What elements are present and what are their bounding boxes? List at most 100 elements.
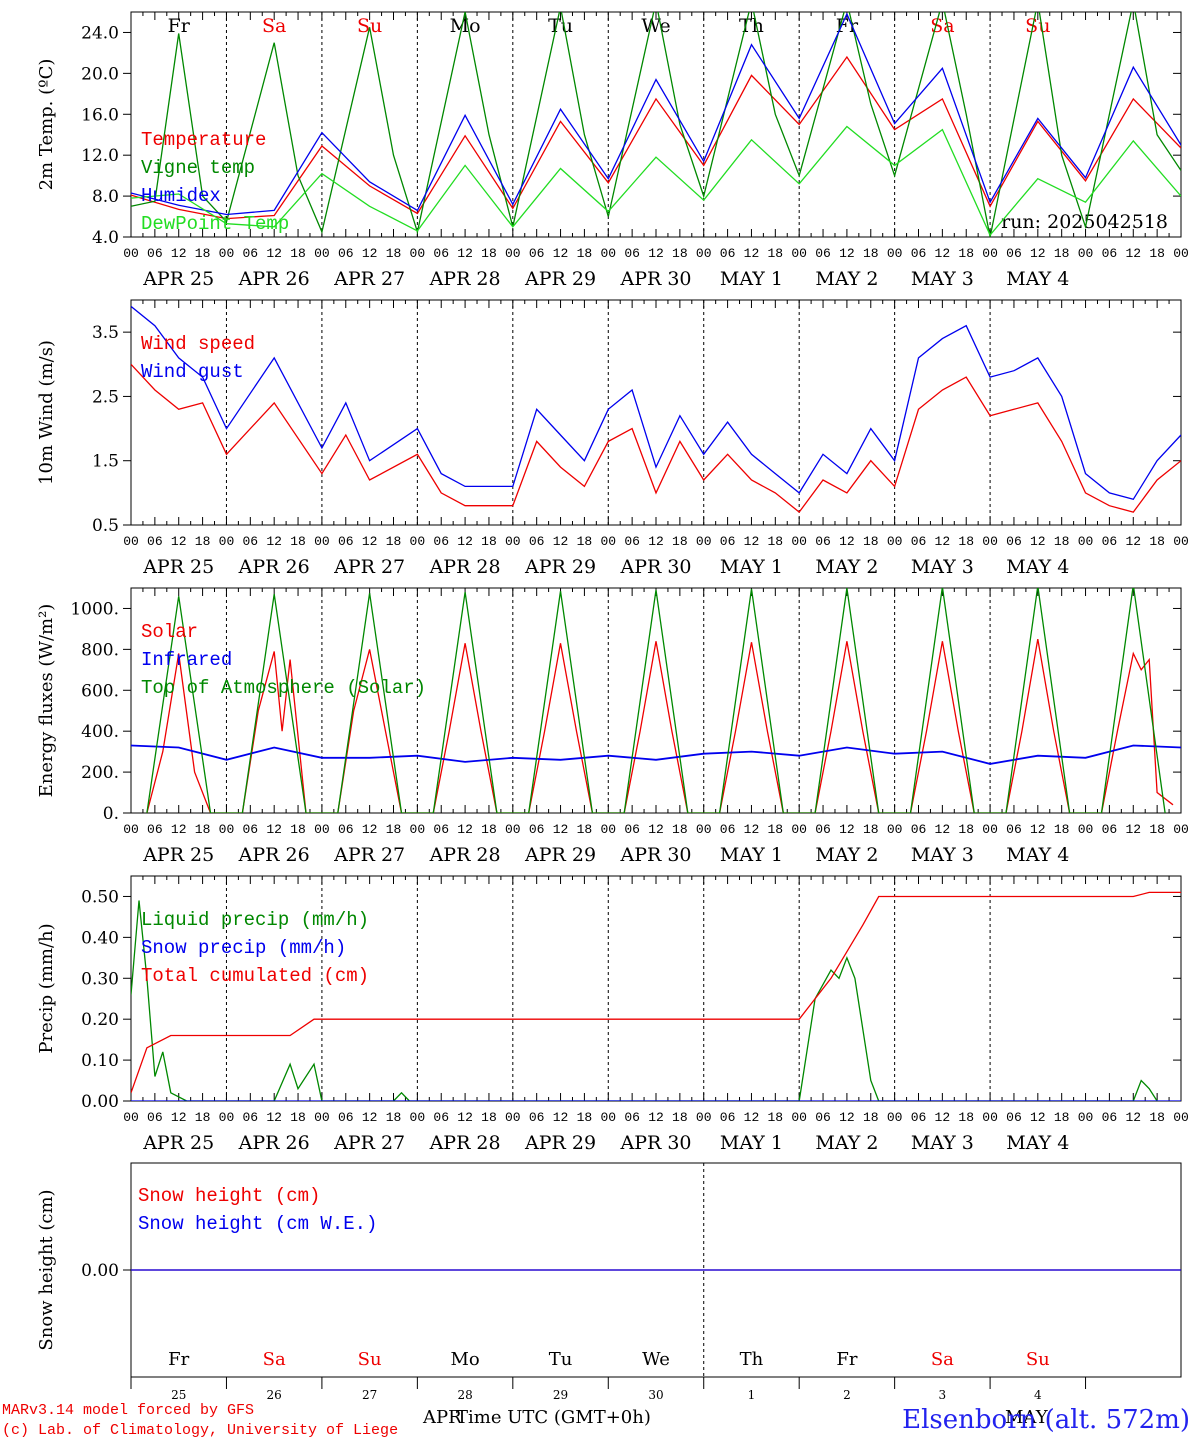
x-tick-label: 12 <box>266 822 282 837</box>
x-tick-label: 18 <box>577 822 593 837</box>
x-tick-label: 12 <box>553 246 569 261</box>
x-tick-label: 12 <box>553 822 569 837</box>
x-tick-label: 18 <box>1054 534 1070 549</box>
x-tick-label: 12 <box>266 1110 282 1125</box>
x-tick-label: 12 <box>1125 534 1141 549</box>
x-tick-label: 18 <box>672 534 688 549</box>
x-tick-label: 06 <box>815 822 831 837</box>
x-tick-label: 00 <box>505 1110 521 1125</box>
x-tick-label: 00 <box>1078 534 1094 549</box>
x-tick-label: 06 <box>1102 1110 1118 1125</box>
series-line-temperature <box>131 55 1181 220</box>
x-tick-label: 00 <box>696 246 712 261</box>
x-tick-label: 12 <box>171 246 187 261</box>
legend-entry: Total cumulated (cm) <box>141 965 369 987</box>
x-tick-label: 12 <box>839 246 855 261</box>
x-tick-label: 00 <box>1078 246 1094 261</box>
y-axis-title: Precip (mm/h) <box>36 923 57 1053</box>
x-tick-label: 00 <box>887 534 903 549</box>
x-tick-label: 12 <box>171 534 187 549</box>
x-tick-label: 06 <box>338 534 354 549</box>
y-tick-label: 2.5 <box>92 387 119 407</box>
x-tick-label: 12 <box>839 534 855 549</box>
x-tick-label: 06 <box>911 1110 927 1125</box>
y-tick-label: 0.5 <box>92 516 119 536</box>
x-tick-label: 18 <box>863 822 879 837</box>
x-tick-label: 06 <box>911 822 927 837</box>
x-tick-label: 18 <box>290 246 306 261</box>
x-tick-label: 06 <box>243 534 259 549</box>
month-label-may: MAY <box>1005 1407 1049 1428</box>
x-tick-label: 12 <box>171 1110 187 1125</box>
x-tick-label: 18 <box>290 822 306 837</box>
y-tick-label: 0.20 <box>81 1010 119 1030</box>
x-tick-label: 18 <box>1149 534 1165 549</box>
x-tick-label: 12 <box>457 246 473 261</box>
x-tick-label: 18 <box>290 534 306 549</box>
y-tick-label: 20.0 <box>81 64 119 84</box>
x-tick-label: 18 <box>1149 246 1165 261</box>
y-tick-label: 0.00 <box>81 1092 119 1112</box>
x-tick-label: 12 <box>744 1110 760 1125</box>
day-name-label: Su <box>1025 15 1050 37</box>
x-tick-label: 18 <box>958 822 974 837</box>
x-tick-label: 12 <box>839 822 855 837</box>
x-tick-label: 18 <box>672 246 688 261</box>
x-tick-label: 12 <box>744 822 760 837</box>
date-label: APR 29 <box>524 556 596 578</box>
day-number-label: 28 <box>457 1388 472 1402</box>
date-label: MAY 2 <box>815 556 878 578</box>
y-axis-title: Snow height (cm) <box>36 1189 57 1350</box>
x-tick-label: 00 <box>410 1110 426 1125</box>
x-tick-label: 06 <box>338 246 354 261</box>
x-tick-label: 18 <box>1149 1110 1165 1125</box>
x-tick-label: 06 <box>1006 534 1022 549</box>
day-number-label: 1 <box>748 1388 756 1402</box>
x-tick-label: 00 <box>696 1110 712 1125</box>
series-line-total-cumulated-cm- <box>131 891 1181 1094</box>
x-tick-label: 06 <box>815 534 831 549</box>
x-tick-label: 18 <box>481 246 497 261</box>
date-label: MAY 1 <box>720 844 783 866</box>
x-tick-label: 18 <box>1149 822 1165 837</box>
y-tick-label: 0. <box>103 804 119 824</box>
x-tick-label: 12 <box>362 534 378 549</box>
x-tick-label: 12 <box>553 534 569 549</box>
x-tick-label: 00 <box>410 822 426 837</box>
legend-entry: Snow height (cm) <box>138 1185 320 1207</box>
x-tick-label: 00 <box>505 246 521 261</box>
x-tick-label: 06 <box>243 822 259 837</box>
y-tick-label: 24.0 <box>81 23 119 43</box>
y-tick-label: 1000. <box>70 599 119 619</box>
y-tick-label: 0.40 <box>81 928 119 948</box>
date-label: MAY 4 <box>1006 268 1069 290</box>
date-label: APR 26 <box>238 844 310 866</box>
y-tick-label: 400. <box>81 722 119 742</box>
date-label: APR 25 <box>142 844 214 866</box>
x-tick-label: 12 <box>1125 822 1141 837</box>
x-tick-label: 00 <box>314 246 330 261</box>
day-name-label: Tu <box>549 1349 573 1370</box>
day-name-label: Su <box>358 1349 382 1370</box>
series-line-solar <box>146 638 1174 813</box>
x-tick-label: 06 <box>720 822 736 837</box>
day-name-label: Th <box>739 15 764 37</box>
x-tick-label: 00 <box>123 822 139 837</box>
meteogram-panels: 00 06 12 18 00 06 12 18 00 06 12 18 00 06 12 18 00 06 12 18… <box>36 11 1189 1402</box>
x-tick-label: 00 <box>219 246 235 261</box>
x-tick-label: 00 <box>1173 1110 1189 1125</box>
x-tick-label: 18 <box>386 534 402 549</box>
y-tick-label: 0.00 <box>81 1261 119 1281</box>
date-label: APR 28 <box>429 268 501 290</box>
x-tick-label: 12 <box>744 534 760 549</box>
date-label: APR 26 <box>238 556 310 578</box>
date-label: APR 28 <box>429 844 501 866</box>
series-line-vigne-temp <box>131 12 1181 237</box>
day-number-label: 29 <box>553 1388 568 1402</box>
x-tick-label: 06 <box>243 1110 259 1125</box>
x-tick-label: 12 <box>839 1110 855 1125</box>
date-label: APR 27 <box>333 556 405 578</box>
x-tick-label: 12 <box>1030 1110 1046 1125</box>
y-tick-label: 8.0 <box>92 187 119 207</box>
x-tick-label: 00 <box>123 1110 139 1125</box>
